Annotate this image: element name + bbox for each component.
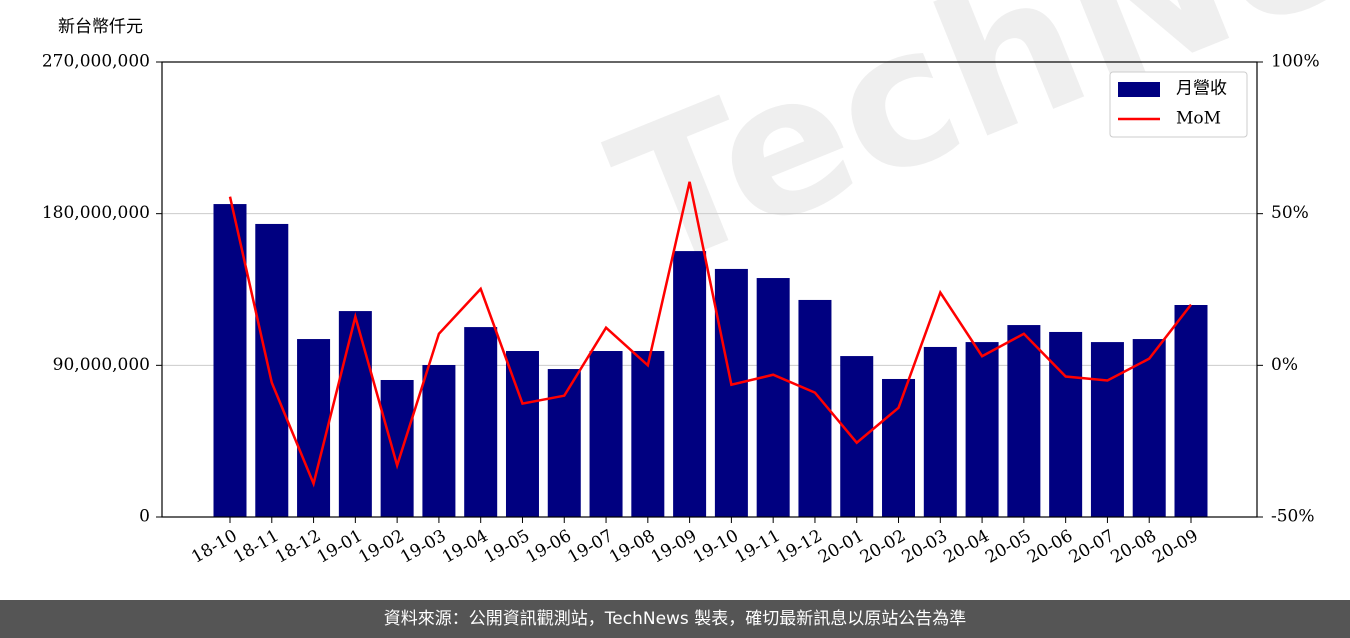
bar — [798, 299, 832, 517]
x-tick-label: 20-05 — [982, 526, 1034, 568]
x-tick-label: 20-06 — [1024, 526, 1076, 568]
legend-label: MoM — [1176, 109, 1221, 129]
bar — [589, 351, 623, 517]
y-tick-label: 270,000,000 — [42, 52, 150, 72]
x-tick-label: 19-01 — [314, 526, 366, 568]
x-tick-label: 19-07 — [564, 526, 616, 568]
y2-tick-label: 50% — [1271, 203, 1309, 223]
unit-label: 新台幣仟元 — [58, 17, 143, 37]
bar — [1049, 331, 1083, 517]
x-tick-label: 19-09 — [648, 526, 700, 568]
x-tick-label: 19-06 — [523, 526, 575, 568]
x-tick-label: 19-08 — [606, 526, 658, 568]
x-tick-label: 20-07 — [1066, 526, 1118, 568]
y-tick-label: 0 — [139, 507, 150, 527]
bar — [923, 346, 957, 517]
chart: TechNews 新台幣仟元 090,000,000180,000,000270… — [42, 0, 1350, 568]
plot-frame — [161, 61, 1258, 518]
x-tick-label: 19-10 — [690, 526, 742, 568]
x-tick-label: 20-08 — [1108, 526, 1160, 568]
x-tick-label: 19-04 — [439, 526, 491, 568]
x-tick-label: 20-02 — [857, 526, 909, 568]
x-tick-label: 20-01 — [815, 526, 867, 568]
bar — [547, 369, 581, 517]
bar — [1174, 305, 1208, 517]
bar — [1132, 339, 1166, 517]
y2-tick-label: 0% — [1271, 355, 1298, 375]
bar — [714, 268, 748, 517]
bar — [1007, 325, 1041, 517]
footer: 資料來源：公開資訊觀測站，TechNews 製表，確切最新訊息以原站公告為準 — [0, 600, 1350, 638]
bar — [756, 278, 790, 517]
bar — [213, 204, 247, 518]
x-tick-label: 20-04 — [940, 526, 992, 568]
y2-tick-label: -50% — [1271, 507, 1315, 527]
x-tick-label: 20-03 — [899, 526, 951, 568]
bar — [338, 311, 372, 517]
x-tick-label: 18-10 — [188, 526, 240, 568]
mom-line — [228, 181, 1192, 488]
x-tick-label: 19-03 — [397, 526, 449, 568]
bar — [380, 379, 414, 517]
bar — [255, 223, 289, 517]
y-tick-label: 90,000,000 — [53, 355, 150, 375]
bar — [505, 351, 539, 517]
legend-swatch — [1118, 82, 1160, 97]
bar — [422, 364, 456, 517]
x-tick-label: 19-12 — [773, 526, 825, 568]
y2-tick-label: 100% — [1271, 52, 1320, 72]
legend-label: 月營收 — [1176, 79, 1227, 99]
x-tick-label: 19-02 — [355, 526, 407, 568]
bar — [297, 339, 331, 517]
x-tick-label: 19-11 — [731, 526, 783, 568]
bar — [1090, 342, 1124, 517]
bar — [631, 351, 665, 517]
bar — [464, 327, 498, 517]
y-tick-label: 180,000,000 — [42, 203, 150, 223]
x-tick-label: 18-11 — [230, 526, 282, 568]
x-tick-label: 20-09 — [1149, 526, 1201, 568]
x-tick-label: 19-05 — [481, 526, 533, 568]
bar — [965, 342, 999, 517]
bar — [673, 251, 707, 518]
bar — [840, 356, 874, 517]
x-tick-label: 18-12 — [272, 526, 324, 568]
bar — [882, 378, 916, 517]
